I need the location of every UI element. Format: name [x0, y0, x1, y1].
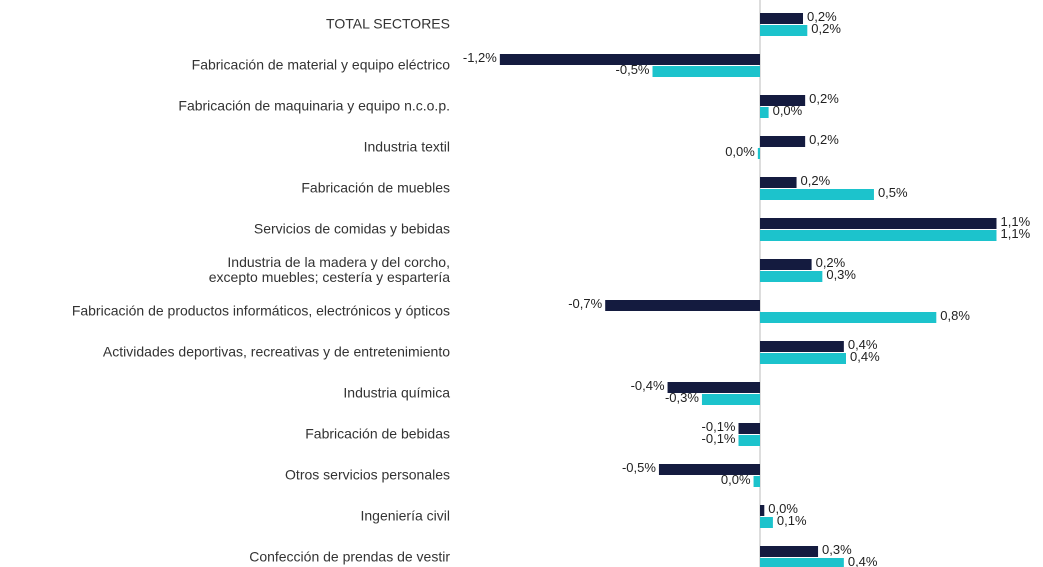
bar — [760, 230, 997, 241]
bar — [753, 476, 760, 487]
value-label: 0,0% — [768, 501, 798, 516]
bar — [658, 464, 760, 475]
category-label: Fabricación de bebidas — [305, 425, 450, 442]
bar — [760, 107, 769, 118]
value-label: 0,0% — [725, 144, 755, 159]
bar — [738, 435, 760, 446]
category-label: Fabricación de productos informáticos, e… — [71, 302, 450, 319]
category-label: Confección de prendas de vestir — [249, 548, 450, 565]
value-label: 0,5% — [878, 185, 908, 200]
bar — [605, 300, 760, 311]
value-label: 0,1% — [777, 513, 807, 528]
bar — [760, 218, 997, 229]
value-label: -0,1% — [702, 419, 736, 434]
bar — [760, 353, 846, 364]
category-label: Fabricación de maquinaria y equipo n.c.o… — [178, 97, 450, 114]
value-label: 0,3% — [826, 267, 856, 282]
value-label: 0,0% — [721, 472, 751, 487]
value-label: 0,2% — [811, 21, 841, 36]
category-label: Fabricación de muebles — [301, 179, 450, 196]
value-label: 1,1% — [1001, 226, 1031, 241]
bar — [760, 341, 844, 352]
bar — [760, 259, 812, 270]
value-label: 0,2% — [816, 255, 846, 270]
bar — [760, 517, 773, 528]
value-label: 0,2% — [809, 132, 839, 147]
bar — [499, 54, 760, 65]
category-label: Industria química — [343, 384, 450, 401]
value-label: 0,4% — [850, 349, 880, 364]
bar — [760, 13, 803, 24]
value-label: 0,2% — [809, 91, 839, 106]
bar — [760, 505, 765, 516]
value-label: 0,2% — [807, 9, 837, 24]
bar — [738, 423, 760, 434]
value-label: -0,7% — [568, 296, 602, 311]
value-label: 0,8% — [940, 308, 970, 323]
category-label: Industria textil — [363, 138, 450, 155]
bar — [760, 95, 806, 106]
bar — [760, 558, 844, 567]
bar — [760, 136, 806, 147]
category-label: TOTAL SECTORES — [326, 15, 450, 32]
value-label: 0,4% — [848, 337, 878, 352]
value-label: 0,0% — [773, 103, 803, 118]
bar — [701, 394, 760, 405]
value-label: -1,2% — [463, 50, 497, 65]
category-label: Ingeniería civil — [360, 507, 451, 524]
value-label: -0,3% — [665, 390, 699, 405]
category-label: Actividades deportivas, recreativas y de… — [102, 343, 450, 360]
bar — [652, 66, 760, 77]
category-label: Industria de la madera y del corcho, exc… — [208, 254, 450, 285]
value-label: 1,1% — [1001, 214, 1031, 229]
bar — [757, 148, 760, 159]
category-label: Otros servicios personales — [285, 466, 450, 483]
bar — [760, 271, 823, 282]
bar — [760, 177, 797, 188]
category-label: Fabricación de material y equipo eléctri… — [191, 56, 450, 73]
category-label: Servicios de comidas y bebidas — [253, 220, 450, 237]
bar — [760, 312, 937, 323]
value-label: 0,4% — [848, 554, 878, 567]
bar — [760, 546, 819, 557]
value-label: 0,3% — [822, 542, 852, 557]
value-label: -0,1% — [702, 431, 736, 446]
bar — [760, 25, 808, 36]
bar — [760, 189, 874, 200]
bar — [667, 382, 760, 393]
value-label: 0,2% — [801, 173, 831, 188]
value-label: -0,5% — [622, 460, 656, 475]
value-label: -0,5% — [616, 62, 650, 77]
value-label: -0,4% — [631, 378, 665, 393]
